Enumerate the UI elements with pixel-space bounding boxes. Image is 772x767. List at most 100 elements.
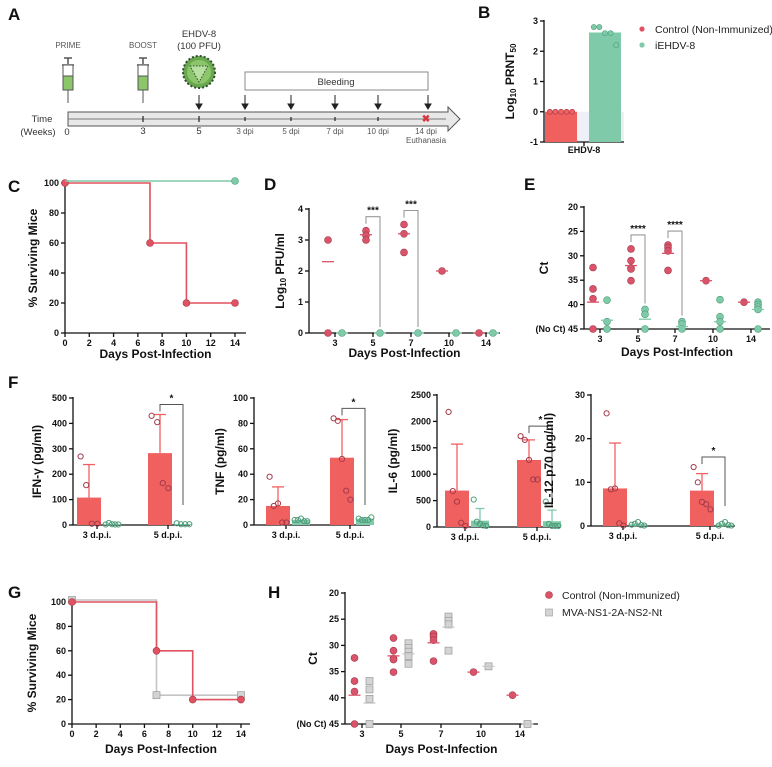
data-point: [548, 522, 556, 530]
virus-icon: [182, 55, 216, 89]
data-point: [607, 486, 614, 493]
data-point: [589, 294, 597, 303]
data-point: [304, 518, 311, 525]
data-point: [283, 519, 290, 526]
x-category-label: 5 d.p.i.: [523, 532, 552, 542]
data-point: [108, 521, 116, 528]
x-tick-label: 4: [111, 338, 116, 348]
timeline-tick-label: 5 dpi: [282, 127, 300, 136]
y-tick-label: 0: [580, 521, 585, 531]
data-point: [483, 522, 490, 530]
panel-letter-f: F: [8, 373, 18, 392]
chart-panel-f1: 0 100 200 300 400 500 3 d.p.i. 5 d.p.i. IFN-γ (p…: [30, 393, 193, 540]
survival-point: [68, 598, 76, 606]
data-point: [105, 519, 112, 527]
y-tick-label: 25: [568, 226, 578, 236]
x-category-label: 7: [438, 729, 443, 739]
significance-label: ***: [367, 206, 379, 217]
x-category-label: 3: [359, 729, 364, 739]
bar: [517, 459, 541, 527]
data-point: [83, 482, 90, 489]
x-category-label: 7: [672, 334, 677, 344]
legend-marker-iehdv: [639, 42, 645, 48]
down-arrow-icons: [195, 95, 432, 110]
x-axis-label: Days Post-Infection: [105, 742, 217, 756]
y-tick-label: 0: [243, 520, 248, 530]
legend-marker-control: [545, 591, 553, 599]
data-point: [476, 520, 484, 527]
data-point: [444, 620, 453, 629]
x-axis-label: Days Post-Infection: [348, 346, 460, 360]
x-category-label: 5 d.p.i.: [154, 530, 183, 540]
y-tick-label: 1: [533, 77, 538, 87]
data-point: [641, 325, 649, 333]
euthanasia-mark-icon: ✖: [422, 114, 430, 125]
y-tick-label: 20: [49, 298, 59, 308]
y-tick-label: 1500: [411, 443, 431, 453]
significance-label: ****: [667, 220, 683, 231]
bar: [545, 111, 577, 142]
data-point: [77, 453, 84, 460]
x-category-label: 14: [515, 729, 525, 739]
x-tick-label: 12: [212, 729, 222, 739]
x-tick-label: 0: [69, 729, 74, 739]
x-category-label: 3: [597, 334, 602, 344]
x-tick-label: 10: [181, 338, 191, 348]
y-tick-label: 0: [533, 107, 538, 117]
data-point: [294, 516, 301, 524]
timeline-tick-label: 10 dpi: [367, 127, 389, 136]
y-tick-label: 2: [298, 266, 303, 276]
y-tick-label: 30: [575, 390, 585, 400]
y-axis-label-part: PRNT: [503, 52, 517, 89]
syringe-icon: [62, 57, 74, 103]
data-point: [458, 519, 465, 526]
y-axis-label-part: 10: [279, 277, 288, 286]
data-point: [627, 265, 635, 273]
data-point: [728, 522, 735, 529]
significance-label: *: [352, 397, 356, 408]
data-point: [569, 108, 576, 115]
data-point: [563, 108, 570, 115]
significance-bracket: [701, 456, 726, 506]
y-axis-label-part: Log: [273, 287, 287, 309]
data-point: [350, 677, 359, 685]
y-tick-label: (No Ct) 45: [297, 719, 340, 729]
y-tick-label: 60: [49, 238, 59, 248]
x-category-label: 14: [746, 334, 756, 344]
x-category-label: 10: [708, 334, 718, 344]
data-point: [334, 417, 341, 424]
data-point: [368, 514, 375, 521]
y-tick-label: 100: [233, 393, 248, 403]
x-tick-label: 8: [160, 338, 165, 348]
timeline-tick-label: 7 dpi: [326, 127, 344, 136]
data-point: [400, 220, 408, 229]
x-category-label: 3 d.p.i.: [609, 531, 638, 541]
significance-label: ***: [405, 200, 417, 211]
y-tick-label: 40: [568, 300, 578, 310]
y-tick-label: 100: [51, 597, 66, 607]
data-point: [678, 325, 686, 333]
data-point: [613, 42, 620, 49]
x-tick-label: 6: [135, 338, 140, 348]
survival-point: [152, 646, 161, 655]
x-tick-label: 6: [142, 729, 147, 739]
legend-label: MVA-NS1-2A-NS2-Nt: [562, 607, 662, 619]
syringe-icon: [137, 57, 149, 103]
data-point: [350, 654, 359, 662]
data-point: [102, 521, 109, 528]
data-point: [552, 108, 559, 115]
x-axis-label: Days Post-Infection: [99, 347, 211, 361]
x-category-label: 3 d.p.i.: [451, 532, 480, 542]
data-point: [552, 522, 559, 530]
x-category-label: 5: [635, 334, 640, 344]
x-tick-label: 4: [118, 729, 123, 739]
y-axis-label: % Surviving Mice: [26, 208, 40, 307]
data-point: [694, 479, 701, 486]
data-point: [362, 236, 370, 244]
x-category-label: 3 d.p.i.: [272, 530, 301, 540]
data-point: [279, 519, 286, 526]
timeline-tick-label: 14 dpi: [415, 127, 437, 136]
x-tick-label: 2: [87, 338, 92, 348]
